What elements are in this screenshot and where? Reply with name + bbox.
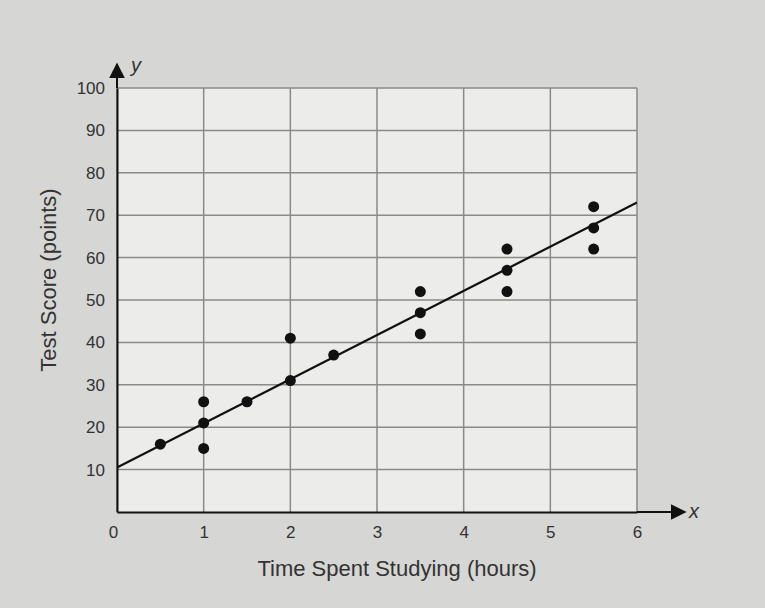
point xyxy=(198,396,209,407)
x-axis-title: Time Spent Studying (hours) xyxy=(257,556,536,581)
y-tick: 100 xyxy=(77,79,117,98)
grid xyxy=(117,88,637,512)
x-tick: 5 xyxy=(546,512,555,542)
grid-line xyxy=(550,88,552,512)
grid-line xyxy=(463,88,465,512)
grid-line xyxy=(116,88,118,512)
chart: 0 1 2 3 4 5 6 10 20 30 40 50 60 70 80 90 100 y x Time Spent… xyxy=(0,0,765,608)
y-tick: 50 xyxy=(86,291,117,310)
y-tick-label: 50 xyxy=(86,291,105,310)
x-tick: 2 xyxy=(286,512,295,542)
y-tick: 30 xyxy=(86,376,117,395)
y-tick-label: 80 xyxy=(86,164,105,183)
y-tick-label: 30 xyxy=(86,376,105,395)
y-tick-label: 60 xyxy=(86,249,105,268)
point xyxy=(588,244,599,255)
y-tick: 70 xyxy=(86,206,117,225)
point xyxy=(588,201,599,212)
y-axis-line xyxy=(117,89,119,513)
axis-arrow xyxy=(116,64,118,88)
y-tick-label: 90 xyxy=(86,121,105,140)
y-tick-label: 100 xyxy=(77,79,105,98)
y-axis-title: Test Score (points) xyxy=(36,188,61,371)
x-tick-label: 6 xyxy=(633,523,642,542)
y-tick-label: 40 xyxy=(86,333,105,352)
x-tick-label: 3 xyxy=(373,523,382,542)
y-tick: 40 xyxy=(86,333,117,352)
x-axis-line xyxy=(118,512,638,514)
plot: 0 1 2 3 4 5 6 10 20 30 40 50 60 70 80 90 100 xyxy=(77,64,685,542)
y-tick-label: 10 xyxy=(86,461,105,480)
axis-letter: y xyxy=(129,54,142,76)
x-tick: 3 xyxy=(373,512,382,542)
grid-line xyxy=(636,88,638,512)
point xyxy=(502,286,513,297)
x-tick: 0 xyxy=(109,512,118,542)
grid-line xyxy=(290,88,292,512)
y-tick: 80 xyxy=(86,164,117,183)
x-tick-label: 5 xyxy=(546,523,555,542)
y-tick: 60 xyxy=(86,249,117,268)
point xyxy=(502,244,513,255)
trend-line xyxy=(117,202,637,467)
y-tick: 10 xyxy=(86,461,117,480)
grid-line xyxy=(376,88,378,512)
y-tick-label: 20 xyxy=(86,418,105,437)
plot-background xyxy=(117,88,637,512)
y-axis: 10 20 30 40 50 60 70 80 90 100 xyxy=(77,79,118,513)
point xyxy=(415,328,426,339)
point xyxy=(198,443,209,454)
point xyxy=(285,333,296,344)
x-tick: 1 xyxy=(199,512,208,542)
y-tick: 20 xyxy=(86,418,117,437)
axis-arrow xyxy=(637,511,685,513)
point xyxy=(415,286,426,297)
x-tick-label: 0 xyxy=(109,523,118,542)
x-axis: 0 1 2 3 4 5 6 xyxy=(109,512,642,542)
x-tick-label: 4 xyxy=(459,523,468,542)
x-tick-label: 1 xyxy=(199,523,208,542)
y-tick-label: 70 xyxy=(86,206,105,225)
x-tick: 6 xyxy=(633,512,642,542)
marks xyxy=(117,201,637,467)
x-tick-label: 2 xyxy=(286,523,295,542)
axis-letter: x xyxy=(688,500,700,522)
x-tick: 4 xyxy=(459,512,468,542)
y-tick: 90 xyxy=(86,121,117,140)
